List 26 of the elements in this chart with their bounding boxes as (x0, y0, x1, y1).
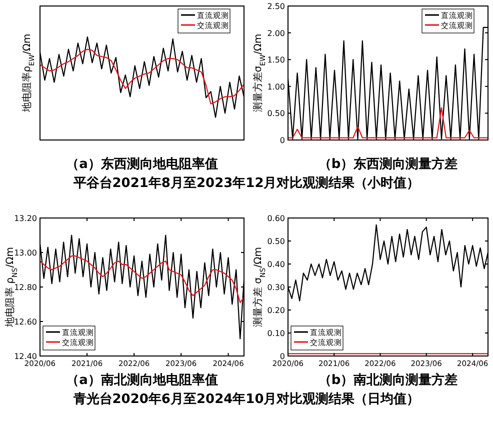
y-tick-label: 0.50 (267, 237, 285, 246)
y-tick-label: 0 (280, 136, 285, 145)
text: （b）南北测向测量方差 (318, 372, 458, 388)
line-series (40, 255, 244, 304)
y-tick-label: 1.00 (267, 82, 285, 92)
y-tick-label: 0.40 (267, 260, 285, 269)
y-tick-label: 12.40 (14, 352, 37, 361)
y-tick-label: 12.60 (14, 318, 37, 326)
y-tick-label: 12.80 (14, 283, 37, 292)
y-tick-label: 2.50 (267, 2, 285, 11)
text: 青光台2020年6月至2024年10月对比观测结果（日均值） (72, 391, 420, 407)
y-tick-label: 2.00 (267, 28, 285, 38)
y-tick-label: 0.20 (267, 306, 285, 315)
y-tick-label: 0.30 (267, 283, 285, 292)
y-tick-label: 13.20 (14, 214, 37, 223)
y-tick-label: 1.50 (267, 56, 285, 65)
y-tick-label: 0 (280, 352, 285, 361)
y-tick-label: 0.60 (267, 214, 285, 223)
text: （a）南北测向地电阻率值 (66, 372, 218, 388)
y-tick-label: 13.00 (14, 248, 37, 258)
line-series (288, 107, 488, 138)
y-tick-label: 0.50 (267, 109, 285, 118)
y-tick-label: 0.10 (267, 329, 285, 338)
text: （b）东西测向测量方差 (318, 156, 458, 172)
text: 平谷台2021年8月至2023年12月对比观测结果（小时值） (72, 175, 420, 191)
text: （a）东西测向地电阻率值 (66, 156, 218, 172)
